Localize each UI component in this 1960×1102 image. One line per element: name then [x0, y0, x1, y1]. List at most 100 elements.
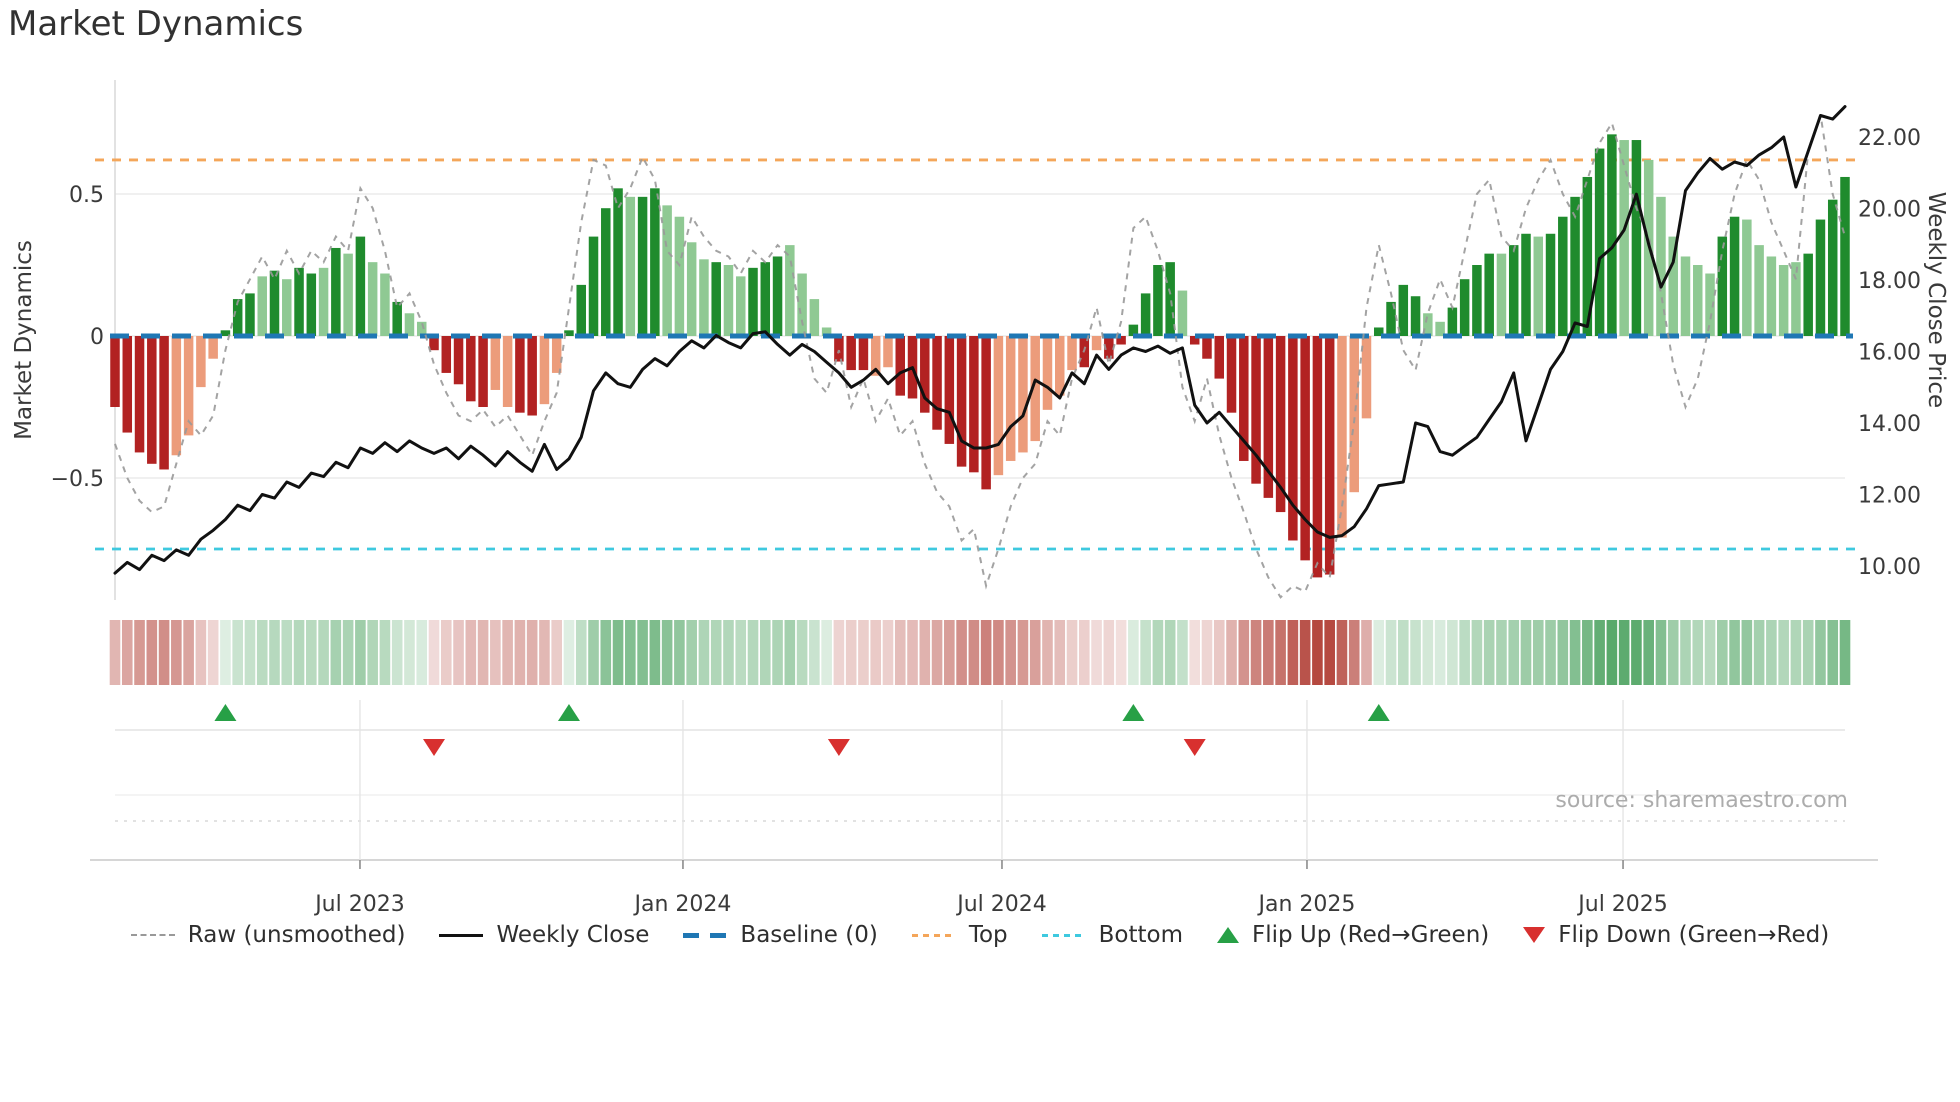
heatmap-cell: [637, 620, 648, 685]
osc-bar: [625, 196, 636, 336]
osc-bar: [1558, 216, 1568, 336]
heatmap-cell: [1827, 620, 1839, 685]
osc-bar: [1128, 324, 1139, 336]
osc-bar: [1508, 245, 1519, 336]
osc-bar: [723, 265, 734, 336]
legend-label: Top: [968, 922, 1008, 948]
osc-bar: [404, 313, 415, 336]
osc-bar: [785, 245, 795, 336]
heatmap-cell: [318, 620, 329, 685]
heatmap-cell: [355, 620, 366, 685]
heatmap-cell: [293, 620, 305, 685]
heatmap-cell: [1545, 620, 1556, 685]
legend-label: Flip Up (Red→Green): [1252, 922, 1490, 948]
flip-down-marker: [1183, 739, 1206, 756]
osc-bar: [490, 336, 501, 390]
heatmap-cell: [1324, 620, 1335, 685]
right-tick-label: 20.00: [1858, 198, 1921, 223]
x-tick-label: Jan 2024: [633, 892, 732, 917]
heatmap-cell: [146, 620, 158, 685]
osc-bar: [196, 336, 206, 388]
heatmap-cell: [1250, 620, 1262, 685]
price-line: [113, 105, 1847, 575]
osc-bar: [1177, 290, 1188, 336]
osc-bar: [1803, 253, 1813, 336]
heatmap-cell: [858, 620, 869, 685]
osc-bar: [367, 262, 378, 336]
weekly-close-line-icon: [439, 933, 484, 937]
osc-bar: [1214, 336, 1225, 379]
osc-bar: [1582, 176, 1593, 336]
heatmap-cell: [845, 620, 857, 685]
osc-bar: [1153, 265, 1163, 336]
heatmap-cell: [183, 620, 194, 685]
heatmap-cell: [944, 620, 955, 685]
heatmap-cell: [1152, 620, 1164, 685]
flip-down-marker: [827, 739, 850, 756]
heatmap-cell: [1447, 620, 1458, 685]
heatmap-cell: [232, 620, 243, 685]
heatmap-cell: [747, 620, 759, 685]
heatmap-cell: [1213, 620, 1225, 685]
legend-item-bottom: Bottom: [1041, 922, 1184, 948]
heatmap-strip: [109, 620, 1851, 685]
left-tick-label: 0: [90, 325, 104, 350]
osc-bar: [711, 262, 721, 336]
osc-bar: [1275, 336, 1286, 513]
osc-bar: [772, 256, 783, 336]
osc-bars: [110, 134, 1850, 578]
heatmap-cell: [1680, 620, 1691, 685]
osc-bar: [1668, 236, 1678, 336]
osc-bar: [147, 336, 157, 464]
osc-bar: [1300, 336, 1310, 561]
top-dotted-icon: [911, 933, 956, 937]
legend-item-flip-up: Flip Up (Red→Green): [1217, 922, 1489, 948]
osc-bar: [1042, 336, 1053, 410]
heatmap-cell: [379, 620, 391, 685]
heatmap-cell: [1483, 620, 1495, 685]
right-tick-label: 12.00: [1858, 484, 1921, 509]
legend-item-top: Top: [911, 922, 1008, 948]
heatmap-cell: [1078, 620, 1090, 685]
legend-item-raw: Raw (unsmoothed): [130, 922, 405, 948]
heatmap-cell: [993, 620, 1004, 685]
heatmap-cell: [1373, 620, 1385, 685]
x-tick-label: Jan 2025: [1257, 892, 1356, 917]
osc-bar: [797, 273, 807, 336]
osc-bar: [1656, 196, 1666, 336]
heatmap-cell: [207, 620, 219, 685]
heatmap-cell: [1692, 620, 1704, 685]
right-tick-label: 14.00: [1858, 412, 1921, 437]
heatmap-cell: [1618, 620, 1630, 685]
heatmap-cell: [796, 620, 808, 685]
heatmap-cell: [625, 620, 636, 685]
osc-bar: [956, 336, 967, 467]
osc-bar: [453, 336, 464, 385]
legend-label: Bottom: [1098, 922, 1184, 948]
osc-bar: [1067, 336, 1077, 371]
osc-bar: [1140, 293, 1151, 336]
osc-bar: [969, 336, 979, 473]
heatmap-cell: [821, 620, 832, 685]
heatmap-cell: [1508, 620, 1520, 685]
osc-bar: [1827, 199, 1838, 336]
heatmap-cell: [575, 620, 587, 685]
heatmap-cell: [1312, 620, 1323, 685]
heatmap-cell: [256, 620, 268, 685]
heatmap-cell: [109, 620, 121, 685]
heatmap-cell: [968, 620, 980, 685]
heatmap-cell: [416, 620, 428, 685]
heatmap-cell: [342, 620, 354, 685]
right-tick-label: 18.00: [1858, 269, 1921, 294]
osc-bar: [1374, 327, 1384, 336]
heatmap-cell: [121, 620, 133, 685]
flip-up-icon: [1217, 927, 1240, 943]
osc-bar: [171, 336, 182, 456]
osc-bar: [392, 301, 402, 336]
osc-bar: [1165, 262, 1175, 336]
heatmap-cell: [1091, 620, 1102, 685]
heatmap-cell: [1238, 620, 1250, 685]
gridlines: [114, 80, 1845, 600]
heatmap-cell: [809, 620, 820, 685]
